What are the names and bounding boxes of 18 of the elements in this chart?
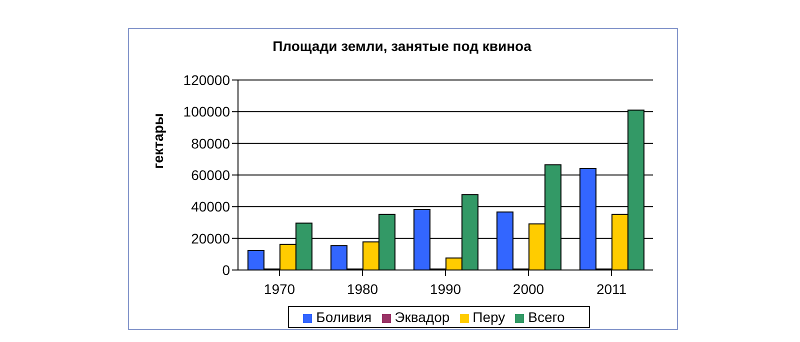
x-tick-label: 1970: [264, 280, 296, 297]
y-tick-label: 60000: [191, 166, 230, 183]
legend-label: Боливия: [316, 309, 372, 325]
x-tick-label: 2000: [512, 280, 544, 297]
x-tick-label: 1990: [430, 280, 462, 297]
y-tick-label: 0: [222, 262, 230, 278]
x-tick-label: 2011: [596, 280, 627, 297]
y-tick-label: 80000: [191, 135, 230, 152]
legend-label: Перу: [472, 309, 506, 325]
y-tick-label: 100000: [183, 104, 230, 120]
legend-label: Всего: [528, 309, 565, 325]
legend-label: Эквадор: [394, 309, 450, 325]
y-axis-title: гектары: [150, 113, 166, 169]
y-tick-label: 20000: [191, 230, 230, 246]
chart-title: Площади земли, занятые под квиноа: [272, 38, 532, 54]
y-tick-label: 120000: [183, 72, 230, 88]
x-tick-label: 1980: [346, 280, 378, 297]
y-tick-label: 40000: [191, 198, 230, 215]
